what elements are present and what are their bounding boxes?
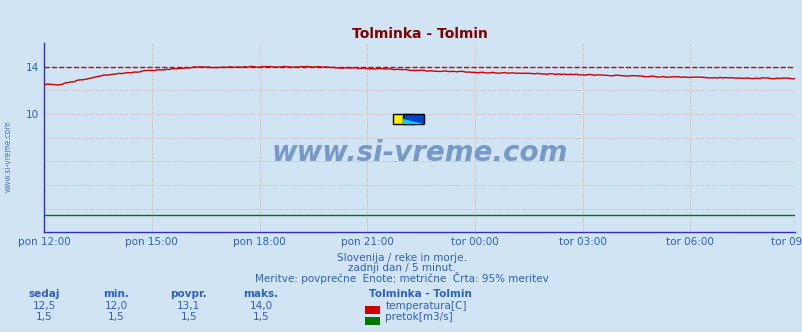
Text: 1,5: 1,5 [253,312,269,322]
Text: Tolminka - Tolmin: Tolminka - Tolmin [369,289,472,299]
Text: maks.: maks. [243,289,278,299]
Text: temperatura[C]: temperatura[C] [385,301,466,311]
Text: Meritve: povprečne  Enote: metrične  Črta: 95% meritev: Meritve: povprečne Enote: metrične Črta:… [254,272,548,284]
Text: 1,5: 1,5 [36,312,52,322]
Text: 12,0: 12,0 [105,301,128,311]
Text: 1,5: 1,5 [180,312,196,322]
Text: 14,0: 14,0 [249,301,272,311]
FancyBboxPatch shape [403,114,423,124]
Polygon shape [403,119,423,124]
Text: www.si-vreme.com: www.si-vreme.com [3,120,13,192]
Text: sedaj: sedaj [28,289,60,299]
Text: zadnji dan / 5 minut.: zadnji dan / 5 minut. [347,263,455,273]
Text: Slovenija / reke in morje.: Slovenija / reke in morje. [336,253,466,263]
Text: 12,5: 12,5 [33,301,55,311]
Text: 13,1: 13,1 [177,301,200,311]
Text: min.: min. [103,289,129,299]
Text: pretok[m3/s]: pretok[m3/s] [385,312,452,322]
Title: Tolminka - Tolmin: Tolminka - Tolmin [351,27,487,41]
Text: 1,5: 1,5 [108,312,124,322]
Text: povpr.: povpr. [170,289,207,299]
FancyBboxPatch shape [392,114,413,124]
Text: www.si-vreme.com: www.si-vreme.com [271,139,567,167]
